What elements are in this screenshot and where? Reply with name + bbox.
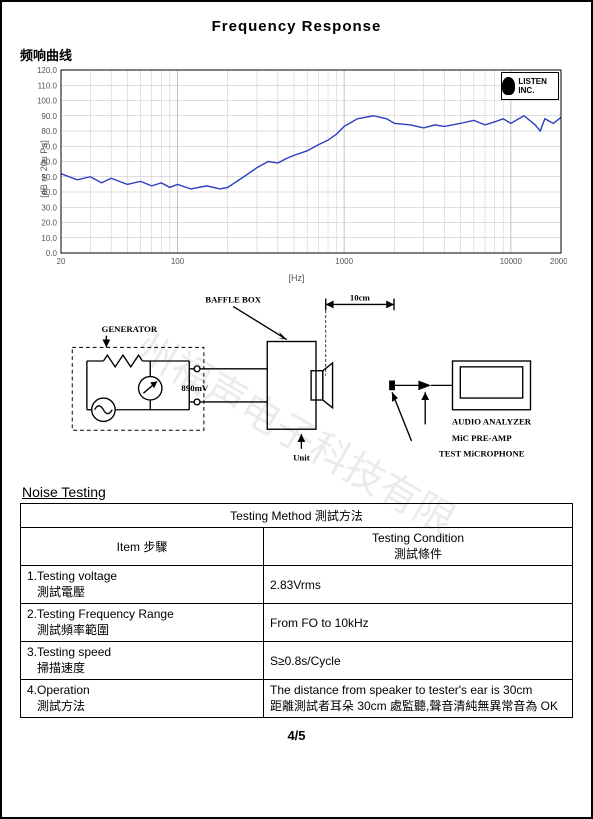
noise-section-title: Noise Testing <box>22 484 573 500</box>
cond-cell: The distance from speaker to tester's ea… <box>264 680 573 718</box>
svg-text:20.0: 20.0 <box>41 219 57 228</box>
col-item: Item 步驟 <box>21 528 264 566</box>
svg-text:AUDIO ANALYZER: AUDIO ANALYZER <box>452 416 532 426</box>
item-zh: 測試頻率範圍 <box>37 623 109 637</box>
item-cell: 2.Testing Frequency Range 測試頻率範圍 <box>21 604 264 642</box>
svg-text:MiC PRE-AMP: MiC PRE-AMP <box>452 433 512 443</box>
cond-cell: S≥0.8s/Cycle <box>264 642 573 680</box>
item-en: 4.Operation <box>27 683 90 697</box>
svg-text:TEST MiCROPHONE: TEST MiCROPHONE <box>439 449 525 459</box>
test-setup-diagram: BAFFLE BOX 10cm GENERATOR 890mV Unit AUDIO AN… <box>20 283 573 478</box>
table-row: Item 步驟 Testing Condition 測試條件 <box>21 528 573 566</box>
item-cell: 3.Testing speed 掃描速度 <box>21 642 264 680</box>
listen-logo: LISTEN INC. <box>501 72 559 100</box>
svg-text:10000: 10000 <box>499 257 522 266</box>
chart-ylabel: [dB re 20u Pa] <box>38 140 48 198</box>
table-row: 3.Testing speed 掃描速度S≥0.8s/Cycle <box>21 642 573 680</box>
item-en: 1.Testing voltage <box>27 569 117 583</box>
table-header-full: Testing Method 測試方法 <box>21 504 573 528</box>
svg-text:Unit: Unit <box>293 452 310 462</box>
item-zh: 測試方法 <box>37 699 85 713</box>
listen-label: LISTEN INC. <box>518 77 554 95</box>
col-cond: Testing Condition 測試條件 <box>264 528 573 566</box>
table-row: 4.Operation 測試方法The distance from speake… <box>21 680 573 718</box>
svg-text:120.0: 120.0 <box>36 66 57 75</box>
item-cell: 1.Testing voltage 測試電壓 <box>21 566 264 604</box>
noise-table: Testing Method 測試方法 Item 步驟 Testing Cond… <box>20 503 573 718</box>
col-cond-zh: 測試條件 <box>394 547 442 561</box>
cond-cell: From FO to 10kHz <box>264 604 573 642</box>
cond-cell: 2.83Vrms <box>264 566 573 604</box>
listen-head-icon <box>502 77 516 95</box>
svg-text:110.0: 110.0 <box>37 81 57 90</box>
table-row: 2.Testing Frequency Range 測試頻率範圍From FO … <box>21 604 573 642</box>
svg-text:20000: 20000 <box>549 257 566 266</box>
svg-text:1000: 1000 <box>335 257 353 266</box>
col-cond-en: Testing Condition <box>372 531 464 545</box>
chart-subtitle: 频响曲线 <box>20 45 573 64</box>
svg-text:10.0: 10.0 <box>41 234 57 243</box>
frequency-response-chart: 0.010.020.030.040.050.060.070.080.090.01… <box>27 66 567 271</box>
svg-text:80.0: 80.0 <box>41 127 57 136</box>
table-row: 1.Testing voltage 測試電壓2.83Vrms <box>21 566 573 604</box>
page-title: Frequency Response <box>20 18 573 35</box>
svg-text:BAFFLE BOX: BAFFLE BOX <box>205 295 261 305</box>
svg-text:GENERATOR: GENERATOR <box>101 324 157 334</box>
svg-text:100: 100 <box>170 257 184 266</box>
svg-text:20: 20 <box>56 257 65 266</box>
table-row: Testing Method 測試方法 <box>21 504 573 528</box>
chart-xlabel: [Hz] <box>20 273 573 283</box>
svg-text:100.0: 100.0 <box>36 97 57 106</box>
svg-text:90.0: 90.0 <box>41 112 57 121</box>
item-cell: 4.Operation 測試方法 <box>21 680 264 718</box>
svg-text:890mV: 890mV <box>181 383 208 393</box>
item-en: 3.Testing speed <box>27 645 111 659</box>
svg-text:10cm: 10cm <box>350 293 371 303</box>
item-en: 2.Testing Frequency Range <box>27 607 174 621</box>
item-zh: 測試電壓 <box>37 585 85 599</box>
page-number: 4/5 <box>20 728 573 743</box>
svg-text:30.0: 30.0 <box>41 203 57 212</box>
item-zh: 掃描速度 <box>37 661 85 675</box>
chart-svg: 0.010.020.030.040.050.060.070.080.090.01… <box>27 66 567 271</box>
